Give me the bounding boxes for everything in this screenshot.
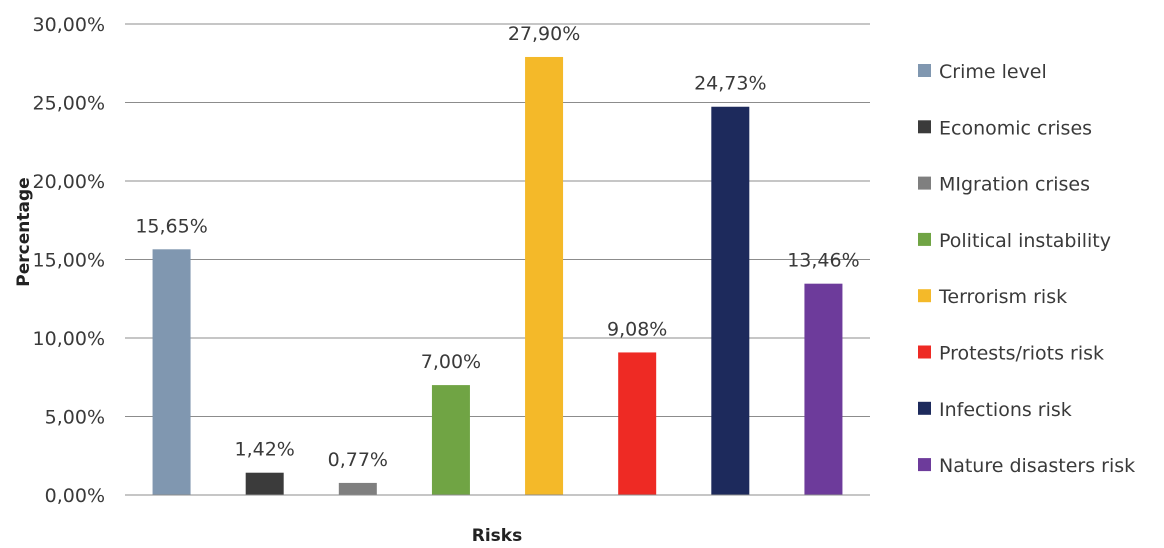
legend-swatch xyxy=(918,289,931,303)
bar-4 xyxy=(525,56,564,495)
bar-3 xyxy=(431,385,470,495)
bar-1 xyxy=(245,472,284,495)
bar-6 xyxy=(711,106,750,495)
y-tick-label: 25,00% xyxy=(33,93,105,115)
legend-label: MIgration crises xyxy=(939,174,1090,196)
legend-swatch xyxy=(918,120,931,134)
data-label: 0,77% xyxy=(328,449,388,471)
data-label: 15,65% xyxy=(135,215,207,237)
legend-swatch xyxy=(918,345,931,359)
data-label: 27,90% xyxy=(508,23,580,45)
y-axis-ticks: 0,00% 5,00% 10,00% 15,00% 20,00% 25,00% 30,00% xyxy=(33,14,105,507)
y-axis-title: Percentage xyxy=(14,177,34,286)
legend-label: Crime level xyxy=(939,61,1047,83)
legend-swatch xyxy=(918,232,931,246)
legend-swatch xyxy=(918,401,931,415)
data-labels: 15,65% 1,42% 0,77% 7,00% 27,90% 9,08% 24,73% 13… xyxy=(135,23,859,471)
x-axis-title: Risks xyxy=(472,526,522,546)
legend-swatch xyxy=(918,176,931,190)
data-label: 1,42% xyxy=(235,439,295,461)
legend-label: Terrorism risk xyxy=(938,286,1067,308)
bar-0 xyxy=(152,249,191,495)
y-tick-label: 0,00% xyxy=(45,485,105,507)
bar-7 xyxy=(804,283,843,495)
data-label: 7,00% xyxy=(421,351,481,373)
data-label: 13,46% xyxy=(787,250,859,272)
legend-label: Infections risk xyxy=(939,399,1072,421)
legend-swatch xyxy=(918,458,931,472)
y-tick-label: 15,00% xyxy=(33,250,105,272)
legend: Crime level Economic crises MIgration cris… xyxy=(918,61,1135,477)
y-tick-label: 10,00% xyxy=(33,328,105,350)
y-tick-label: 5,00% xyxy=(45,407,105,429)
data-label: 24,73% xyxy=(694,73,766,95)
data-label: 9,08% xyxy=(607,318,667,340)
bars xyxy=(152,56,843,495)
legend-label: Nature disasters risk xyxy=(939,455,1135,477)
legend-label: Protests/riots risk xyxy=(939,343,1104,365)
bar-2 xyxy=(338,482,377,495)
legend-swatch xyxy=(918,64,931,77)
y-tick-label: 20,00% xyxy=(33,171,105,193)
legend-label: Political instability xyxy=(939,230,1111,252)
bar-5 xyxy=(618,352,657,495)
legend-label: Economic crises xyxy=(939,117,1092,139)
y-tick-label: 30,00% xyxy=(33,14,105,36)
